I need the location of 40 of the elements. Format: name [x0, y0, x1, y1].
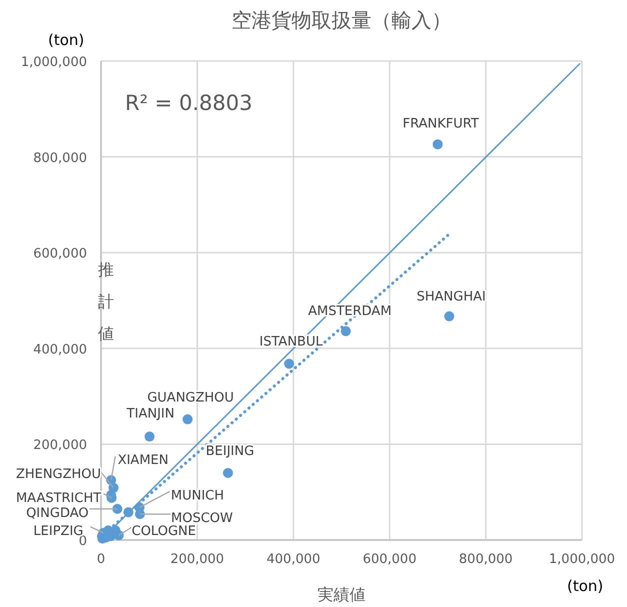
annotation: R² = 0.8803	[125, 91, 252, 115]
point	[432, 139, 443, 150]
point	[134, 509, 145, 520]
annotation: MUNICH	[170, 488, 224, 504]
point	[444, 311, 454, 322]
point	[284, 358, 294, 369]
x-tick-label: 400,000	[266, 552, 320, 567]
annotation: XIAMEN	[118, 453, 168, 468]
y-axis-title: 推計値	[98, 260, 114, 343]
y-tick-label: 200,000	[33, 438, 87, 454]
annotation: SHANGHAI	[416, 289, 486, 304]
annotation: BEIJING	[206, 444, 254, 459]
annotation: FRANKFURT	[402, 116, 479, 132]
x-tick-label: 200,000	[170, 552, 224, 567]
x-axis-title: 実績値	[318, 585, 366, 604]
y-tick-label: 600,000	[33, 246, 87, 262]
x-tick-label: 800,000	[458, 552, 513, 567]
x-tick-label: 600,000	[362, 552, 416, 567]
x-tick-label: 1,000,000	[548, 552, 616, 567]
point	[222, 468, 233, 478]
y-tick-label: 0	[78, 534, 87, 549]
annotation: MAASTRICHT	[16, 490, 102, 506]
x-tick-label: 0	[96, 552, 106, 567]
annotation: COLOGNE	[132, 524, 196, 540]
annotation: ZHENGZHOU	[16, 466, 102, 482]
annotation: GUANGZHOU	[147, 390, 234, 406]
point	[144, 432, 155, 442]
text: (ton)	[567, 577, 604, 595]
annotation: QINGDAO	[26, 506, 89, 521]
point	[123, 507, 134, 518]
annotation: MOSCOW	[171, 511, 234, 526]
y-tick-label: 1,000,000	[20, 55, 87, 70]
text: (ton)	[48, 31, 84, 49]
y-tick-label: 400,000	[33, 342, 87, 358]
annotation: TIANJIN	[126, 406, 174, 422]
y-tick-label: 800,000	[33, 150, 87, 166]
point	[182, 414, 193, 424]
point	[340, 326, 351, 336]
point	[112, 504, 122, 514]
chart-title: 空港貨物取扱量（輸入）	[232, 8, 452, 32]
